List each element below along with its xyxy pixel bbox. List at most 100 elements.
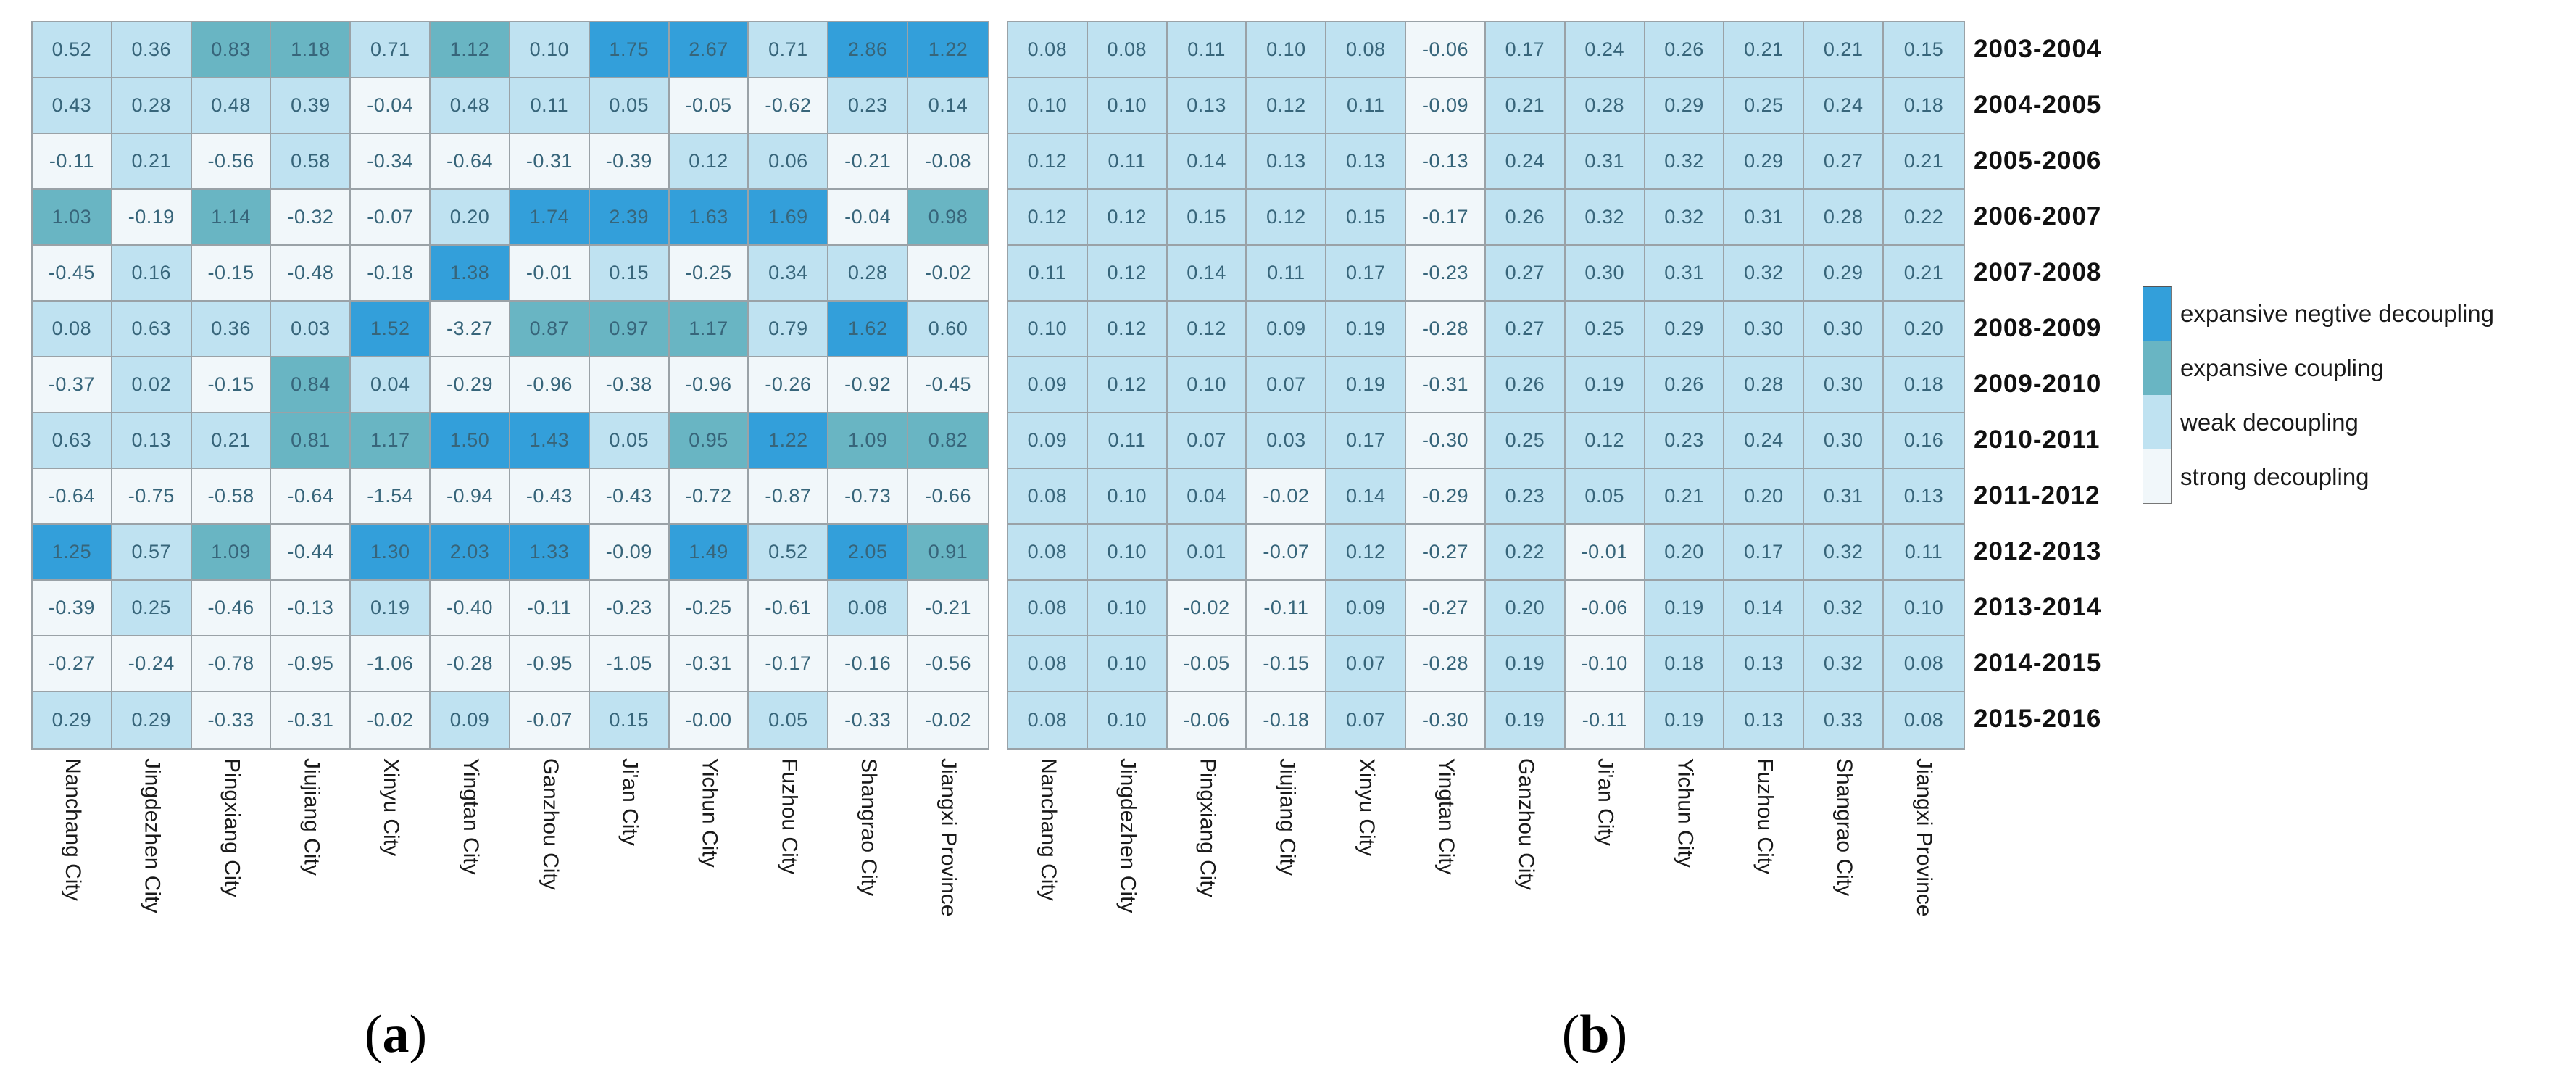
heatmap-a-cell: 0.87 <box>510 302 590 357</box>
heatmap-b-cell: 0.11 <box>1167 22 1247 78</box>
heatmap-b-cell: 0.13 <box>1724 692 1805 748</box>
heatmap-a-cell: 0.28 <box>112 78 192 134</box>
heatmap-a-cell: -0.33 <box>828 692 909 748</box>
heatmap-a-cell: 1.17 <box>669 302 749 357</box>
heatmap-a-cell: -0.64 <box>271 469 352 525</box>
heatmap-b-cell: 0.13 <box>1326 134 1407 190</box>
heatmap-b-cell: 0.26 <box>1645 357 1725 413</box>
heatmap-a-cell: 0.02 <box>112 357 192 413</box>
legend-swatch <box>2143 286 2172 341</box>
heatmap-b-cell: 0.32 <box>1645 190 1725 246</box>
legend-label: strong decoupling <box>2180 462 2369 490</box>
heatmap-b-cell: 0.28 <box>1724 357 1805 413</box>
heatmap-a-cell: -0.31 <box>669 636 749 692</box>
heatmap-b-cell: 0.31 <box>1804 469 1885 525</box>
heatmap-b-cell: 0.07 <box>1326 692 1407 748</box>
heatmap-a-cell: -0.04 <box>828 190 909 246</box>
column-label: Jiujiang City <box>299 758 324 876</box>
heatmap-b-cell: 0.14 <box>1724 581 1805 636</box>
heatmap-a-cell: -1.05 <box>589 636 670 692</box>
heatmap-b-cell: 0.17 <box>1724 525 1805 581</box>
column-label: Ji'an City <box>618 758 642 846</box>
heatmap-b-cell: -0.02 <box>1247 469 1327 525</box>
heatmap-b-cell: 0.26 <box>1485 190 1566 246</box>
heatmap-b-cell: 0.32 <box>1645 134 1725 190</box>
heatmap-b-cell: 0.10 <box>1008 78 1088 134</box>
heatmap-b-cell: 0.25 <box>1485 413 1566 469</box>
heatmap-a-cell: 1.12 <box>431 22 510 78</box>
heatmap-a-cell: -0.07 <box>510 692 590 748</box>
heatmap-b-cell: -0.05 <box>1167 636 1247 692</box>
heatmap-b-cell: 0.11 <box>1326 78 1407 134</box>
heatmap-a-cell: 0.60 <box>908 302 988 357</box>
heatmap-a-cell: -0.64 <box>33 469 112 525</box>
heatmap-a-cell: -0.04 <box>351 78 431 134</box>
heatmap-b-cell: 0.08 <box>1326 22 1407 78</box>
heatmap-b-cell: 0.18 <box>1645 636 1725 692</box>
heatmap-a-cell: 0.03 <box>271 302 352 357</box>
column-label: Fuzhou City <box>777 758 802 875</box>
heatmap-b-cell: 0.13 <box>1724 636 1805 692</box>
heatmap-b-cell: 0.12 <box>1247 190 1327 246</box>
heatmap-a-cell: -0.45 <box>33 246 112 302</box>
heatmap-b-cell: 0.07 <box>1247 357 1327 413</box>
heatmap-b-cell: 0.21 <box>1804 22 1885 78</box>
heatmap-a-cell: 0.58 <box>271 134 352 190</box>
heatmap-a-cell: 0.39 <box>271 78 352 134</box>
heatmap-b-cell: 0.08 <box>1008 636 1088 692</box>
heatmap-a-cell: -0.24 <box>112 636 192 692</box>
heatmap-a-cell: -0.92 <box>828 357 909 413</box>
heatmap-b-cell: 0.07 <box>1167 413 1247 469</box>
heatmap-b-cell: 0.29 <box>1645 302 1725 357</box>
heatmap-b-cell: -0.11 <box>1565 692 1645 748</box>
column-label: Jingdezhen City <box>1115 758 1140 913</box>
legend-label: expansive coupling <box>2180 354 2384 381</box>
heatmap-a-cell: -0.96 <box>510 357 590 413</box>
heatmap-a-cell: 0.57 <box>112 525 192 581</box>
heatmap-b-cell: 0.27 <box>1485 302 1566 357</box>
heatmap-a: 0.52 0.36 0.83 1.18 0.71 1.12 0.10 1.75 2.67 0.71… <box>31 21 989 750</box>
heatmap-a-cell: 0.25 <box>112 581 192 636</box>
caption-a: (a) <box>364 1005 428 1064</box>
heatmap-a-cell: 2.86 <box>828 22 909 78</box>
heatmap-a-cell: 0.36 <box>112 22 192 78</box>
column-label: Jiujiang City <box>1275 758 1300 876</box>
heatmap-b-cell: 0.12 <box>1087 357 1168 413</box>
heatmap-b-cell: 0.30 <box>1804 413 1885 469</box>
heatmap-a-cell: -0.02 <box>908 246 988 302</box>
column-label: Yichun City <box>697 758 722 868</box>
heatmap-a-cell: -0.37 <box>33 357 112 413</box>
year-label: 2004-2005 <box>1974 90 2102 119</box>
heatmap-b-cell: 0.10 <box>1087 525 1168 581</box>
heatmap-a-cell: -0.08 <box>908 134 988 190</box>
heatmap-b-cell: 0.13 <box>1884 469 1964 525</box>
heatmap-a-cell: -0.96 <box>669 357 749 413</box>
heatmap-a-cell: 0.98 <box>908 190 988 246</box>
heatmap-b-cell: 0.14 <box>1326 469 1407 525</box>
column-label: Pingxiang City <box>220 758 244 897</box>
heatmap-b-cell: 0.03 <box>1247 413 1327 469</box>
heatmap-a-cell: -3.27 <box>431 302 510 357</box>
heatmap-b-cell: 0.09 <box>1247 302 1327 357</box>
heatmap-b-cell: -0.28 <box>1406 636 1486 692</box>
legend-swatch <box>2143 449 2172 504</box>
heatmap-b-cell: 0.20 <box>1645 525 1725 581</box>
heatmap-b-cell: 0.21 <box>1884 134 1964 190</box>
heatmap-a-cell: 0.15 <box>589 692 670 748</box>
heatmap-a-cell: 0.12 <box>669 134 749 190</box>
heatmap-a-cell: 2.39 <box>589 190 670 246</box>
heatmap-b-cell: -0.29 <box>1406 469 1486 525</box>
heatmap-a-cell: -0.45 <box>908 357 988 413</box>
heatmap-a-cell: -0.11 <box>33 134 112 190</box>
heatmap-a-cell: 0.15 <box>589 246 670 302</box>
heatmap-b-cell: 0.26 <box>1485 357 1566 413</box>
heatmap-b-cell: -0.30 <box>1406 413 1486 469</box>
heatmap-a-cell: 0.48 <box>431 78 510 134</box>
heatmap-a-cell: 1.22 <box>749 413 829 469</box>
heatmap-b-cell: 0.30 <box>1724 302 1805 357</box>
heatmap-b-cell: 0.24 <box>1565 22 1645 78</box>
heatmap-a-cell: -0.25 <box>669 246 749 302</box>
heatmap-a-cell: -0.40 <box>431 581 510 636</box>
column-label: Jingdezhen City <box>140 758 165 913</box>
heatmap-a-cell: -1.06 <box>351 636 431 692</box>
